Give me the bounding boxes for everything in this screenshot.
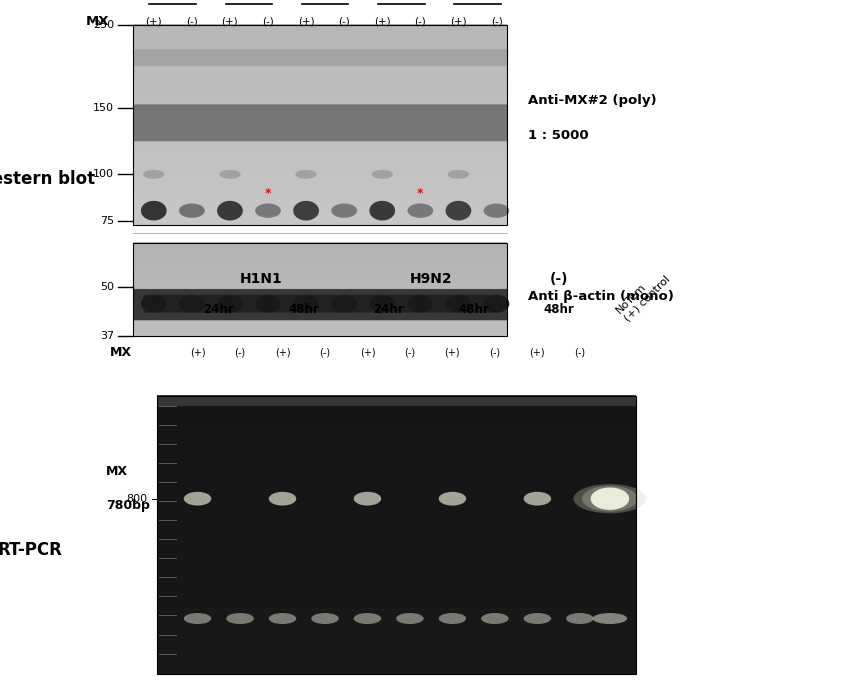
Ellipse shape — [566, 613, 594, 624]
Text: (-): (-) — [490, 347, 501, 358]
Ellipse shape — [179, 294, 204, 312]
Text: (-): (-) — [235, 347, 246, 358]
Ellipse shape — [217, 294, 243, 312]
Text: (-): (-) — [490, 17, 503, 26]
Ellipse shape — [481, 613, 509, 624]
Ellipse shape — [332, 294, 357, 312]
Text: *: * — [265, 187, 271, 200]
Text: 50: 50 — [101, 282, 114, 292]
Ellipse shape — [354, 492, 381, 506]
Ellipse shape — [446, 201, 472, 221]
Ellipse shape — [217, 201, 243, 221]
Ellipse shape — [184, 613, 211, 624]
Text: 75: 75 — [101, 216, 114, 226]
Ellipse shape — [573, 484, 647, 513]
Text: H1N1: H1N1 — [240, 272, 283, 286]
Ellipse shape — [141, 201, 167, 221]
Ellipse shape — [354, 613, 381, 624]
Ellipse shape — [369, 294, 395, 312]
Text: 100: 100 — [94, 169, 114, 180]
Text: 24hr: 24hr — [204, 303, 235, 316]
Ellipse shape — [293, 201, 319, 221]
Text: RT-PCR: RT-PCR — [0, 541, 63, 559]
Ellipse shape — [524, 492, 551, 506]
Text: (+): (+) — [298, 17, 314, 26]
Bar — [157, 396, 636, 674]
Text: Western blot: Western blot — [0, 170, 95, 188]
Text: 48hr: 48hr — [543, 303, 574, 316]
Text: NoTem
(+) control: NoTem (+) control — [614, 266, 672, 323]
Ellipse shape — [446, 294, 472, 312]
Ellipse shape — [143, 170, 165, 179]
Ellipse shape — [184, 492, 211, 506]
Ellipse shape — [179, 204, 204, 218]
Ellipse shape — [591, 488, 629, 510]
Ellipse shape — [226, 613, 253, 624]
Ellipse shape — [407, 294, 433, 312]
Text: (-): (-) — [575, 347, 585, 358]
Text: 24hr: 24hr — [374, 303, 404, 316]
Text: *: * — [417, 187, 423, 200]
Text: 1 : 5000: 1 : 5000 — [528, 129, 589, 142]
Ellipse shape — [332, 204, 357, 218]
FancyBboxPatch shape — [143, 294, 501, 312]
Text: MX: MX — [110, 346, 132, 359]
Text: (-): (-) — [550, 272, 568, 286]
Text: 48hr: 48hr — [458, 303, 489, 316]
Ellipse shape — [448, 170, 469, 179]
Ellipse shape — [439, 492, 466, 506]
Ellipse shape — [219, 170, 241, 179]
Ellipse shape — [582, 486, 637, 512]
Ellipse shape — [371, 170, 393, 179]
Text: (+): (+) — [374, 17, 391, 26]
Ellipse shape — [439, 613, 466, 624]
Text: 800: 800 — [125, 494, 147, 504]
Text: (-): (-) — [414, 17, 426, 26]
Text: (+): (+) — [360, 347, 375, 358]
Text: (-): (-) — [186, 17, 198, 26]
Text: (+): (+) — [190, 347, 205, 358]
Text: H9N2: H9N2 — [410, 272, 453, 286]
Ellipse shape — [293, 294, 319, 312]
Ellipse shape — [524, 613, 551, 624]
Text: (+): (+) — [529, 347, 545, 358]
Bar — [133, 25, 507, 226]
Text: (-): (-) — [320, 347, 331, 358]
Text: 150: 150 — [94, 103, 114, 114]
Ellipse shape — [255, 294, 281, 312]
Text: (+): (+) — [445, 347, 460, 358]
Ellipse shape — [396, 613, 423, 624]
Text: MX: MX — [86, 15, 109, 28]
Text: (+): (+) — [222, 17, 238, 26]
Text: (+): (+) — [450, 17, 466, 26]
Text: 780bp: 780bp — [106, 499, 149, 512]
Ellipse shape — [593, 613, 627, 624]
Text: (+): (+) — [275, 347, 290, 358]
Text: (-): (-) — [405, 347, 416, 358]
Ellipse shape — [311, 613, 338, 624]
Ellipse shape — [269, 492, 296, 506]
Text: 48hr: 48hr — [289, 303, 320, 316]
Ellipse shape — [484, 204, 509, 218]
Ellipse shape — [295, 170, 317, 179]
Text: Anti β-actin (mono): Anti β-actin (mono) — [528, 290, 674, 303]
Ellipse shape — [407, 204, 433, 218]
Text: Anti-MX#2 (poly): Anti-MX#2 (poly) — [528, 94, 657, 107]
Ellipse shape — [269, 613, 296, 624]
Ellipse shape — [141, 294, 167, 312]
Text: 37: 37 — [101, 332, 114, 341]
Text: (+): (+) — [145, 17, 162, 26]
Ellipse shape — [369, 201, 395, 221]
Text: 250: 250 — [93, 20, 114, 30]
Ellipse shape — [484, 294, 509, 312]
Bar — [133, 244, 507, 336]
Text: (-): (-) — [262, 17, 274, 26]
Text: MX: MX — [106, 464, 128, 477]
Ellipse shape — [255, 204, 281, 218]
Text: (-): (-) — [338, 17, 350, 26]
